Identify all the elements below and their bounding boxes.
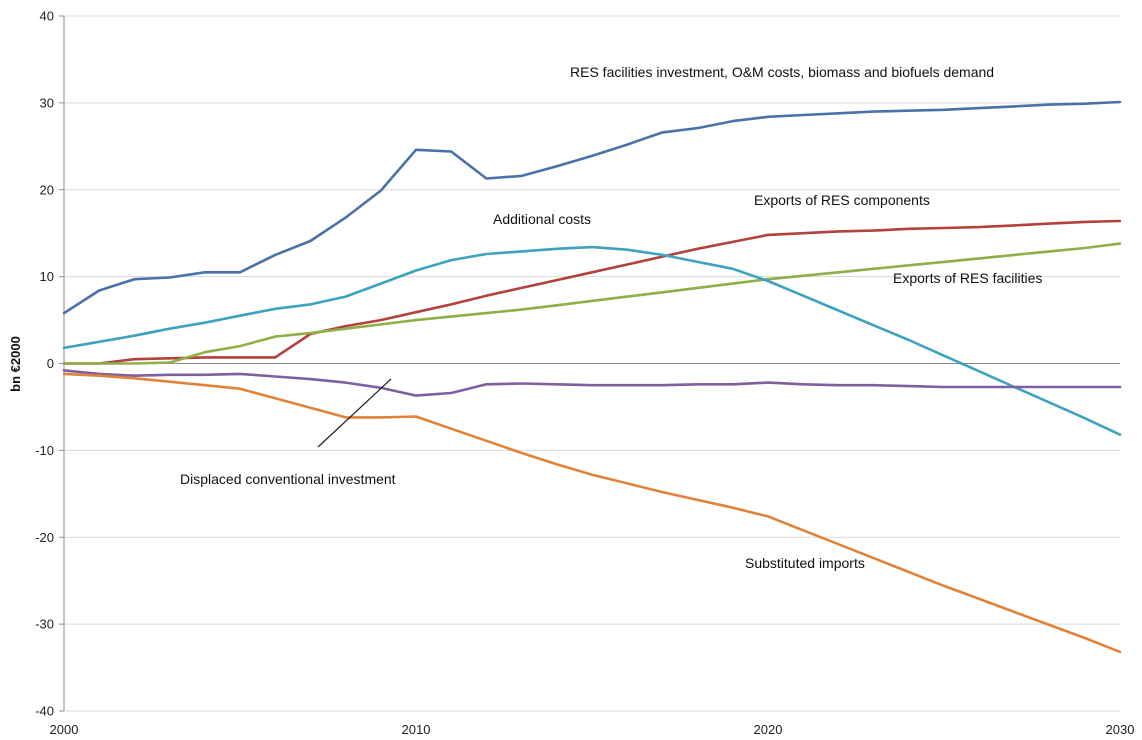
y-tick-labels: 40 30 20 10 0 -10 -20 -30 -40 [35,9,54,719]
y-tick-label: 30 [40,95,54,110]
series-line-0 [62,100,1122,315]
annotation-displaced-conventional-investment: Displaced conventional investment [180,471,396,487]
annotation-substituted-imports: Substituted imports [745,555,865,571]
series-line-1 [62,219,1122,365]
y-tick-label: -20 [35,530,54,545]
series-line-4 [62,369,1122,397]
x-tick-label: 2020 [754,722,783,737]
y-tick-label: -30 [35,617,54,632]
y-tick-label: -10 [35,443,54,458]
x-tick-label: 2000 [50,722,79,737]
annotation-exports-res-components: Exports of RES components [754,192,930,208]
y-tick-label: 10 [40,269,54,284]
series-line-3 [62,245,1122,437]
series-line-5 [62,372,1122,654]
series-line-2 [62,242,1122,365]
y-tick-label: 20 [40,182,54,197]
x-tick-labels: 2000 2010 2020 2030 [50,722,1135,737]
grid-lines [59,15,1120,712]
series-lines [62,100,1122,654]
annotation-exports-res-facilities: Exports of RES facilities [893,270,1042,286]
annotation-additional-costs: Additional costs [493,211,591,227]
y-tick-label: 0 [47,356,54,371]
y-axis-label: bn €2000 [8,336,23,392]
y-tick-label: 40 [40,9,54,24]
x-tick-label: 2030 [1106,722,1135,737]
displaced-investment-pointer-line [317,378,392,448]
x-tick-label: 2010 [402,722,431,737]
annotations: RES facilities investment, O&M costs, bi… [180,64,1042,571]
annotation-res-investment: RES facilities investment, O&M costs, bi… [570,64,994,80]
y-tick-label: -40 [35,704,54,719]
